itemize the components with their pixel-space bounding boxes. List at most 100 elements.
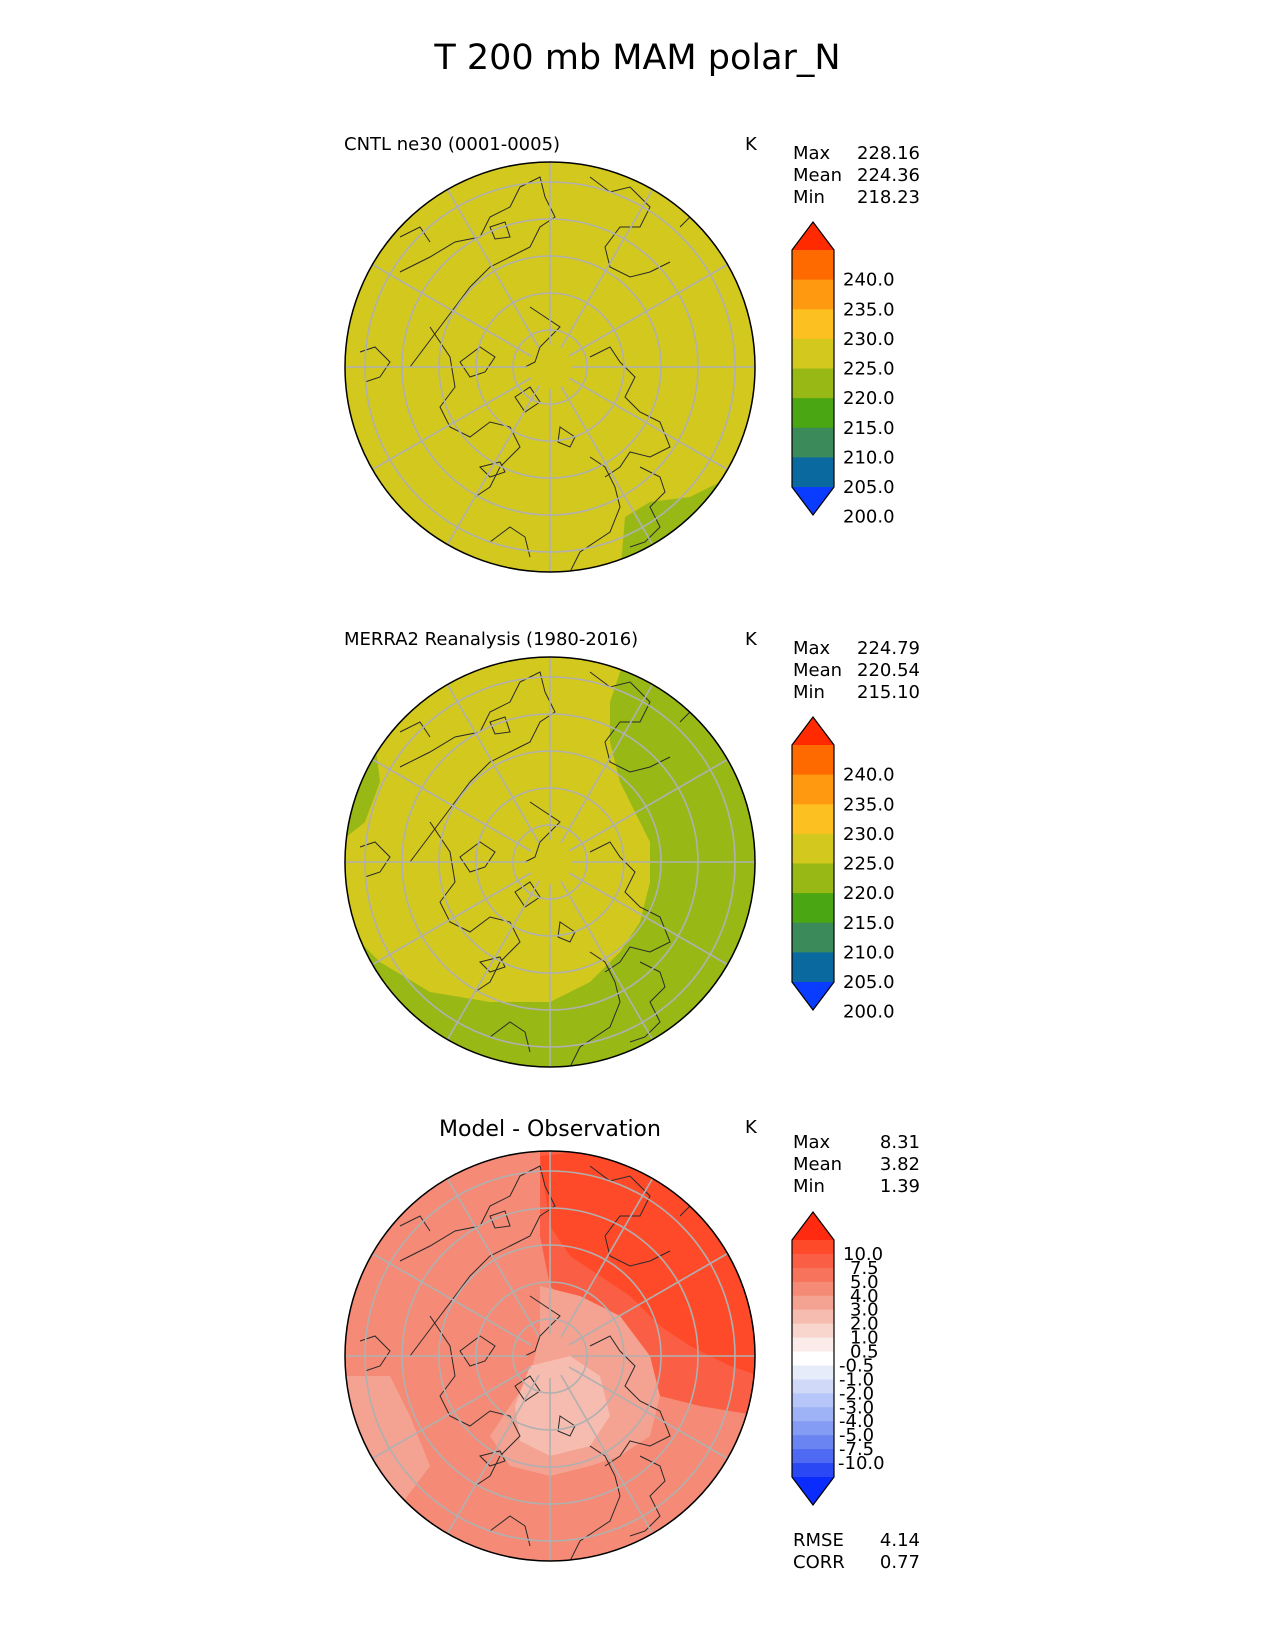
stat-label-min: Min [793, 682, 825, 703]
colorbar-segment [792, 1421, 834, 1436]
coastline [589, 176, 671, 278]
longitude-gridline [446, 1374, 540, 1534]
colorbar-tick-label: 4.0 [850, 1286, 879, 1307]
colorbar-tick-label: 10.0 [843, 1244, 883, 1265]
colorbar-segment [792, 1295, 834, 1311]
longitude-gridline [568, 263, 728, 357]
colorbar-segment [792, 1407, 834, 1422]
coastline [557, 1415, 576, 1437]
units-label: K [745, 629, 757, 650]
colorbar-segment [792, 863, 834, 894]
colorbar-segment [792, 1351, 834, 1366]
colorbar-segment [792, 398, 834, 429]
coastline [489, 1021, 531, 1053]
stat-value-corr: 0.77 [879, 1552, 920, 1573]
colorbar-tick-label: 2.0 [850, 1314, 879, 1335]
panel-title: CNTL ne30 (0001-0005) [344, 134, 561, 155]
stat-value-rmse: 4.14 [879, 1530, 920, 1551]
colorbar-tick-label: -3.0 [839, 1397, 874, 1418]
stat-label-min: Min [793, 1176, 825, 1197]
longitude-gridline [560, 189, 654, 349]
map-boundary [344, 656, 756, 1068]
colorbar-tick-label: 235.0 [843, 299, 895, 320]
colorbar-tick-label: 205.0 [843, 477, 895, 498]
colorbar-tick-label: 230.0 [843, 329, 895, 350]
colorbar: 240.0 235.0 230.0 225.0 220.0 215.0 210.0 205.0… [791, 716, 895, 1023]
colorbar-segment [792, 952, 834, 983]
polar-map-1 [344, 161, 756, 573]
colorbar-tick-label: 0.5 [850, 1342, 879, 1363]
longitude-gridline [446, 1178, 540, 1338]
colorbar-segment [792, 457, 834, 488]
colorbar-segment [792, 1267, 834, 1283]
map-boundary [344, 1150, 756, 1562]
coastline [489, 716, 511, 735]
colorbar-tick-label: 200.0 [843, 507, 895, 528]
stat-label-max: Max [793, 638, 831, 659]
longitude-gridline [446, 684, 540, 844]
colorbar-segment [792, 1240, 834, 1255]
colorbar-tick-label: 210.0 [843, 942, 895, 963]
colorbar-tick-label: -10.0 [838, 1453, 885, 1474]
colorbar-segment [792, 774, 834, 805]
colorbar-extend-min [792, 1477, 834, 1505]
longitude-gridline [372, 758, 532, 852]
colorbar-segment [792, 1379, 834, 1394]
figure-title: T 200 mb MAM polar_N [434, 38, 841, 78]
colorbar-tick-label: 215.0 [843, 913, 895, 934]
longitude-gridline [568, 758, 728, 852]
coastline [429, 1315, 521, 1487]
stat-value-max: 224.79 [857, 638, 920, 659]
coastline [629, 961, 666, 1043]
colorbar-tick-label: 220.0 [843, 883, 895, 904]
longitude-gridline [560, 684, 654, 844]
colorbar-tick-label: 240.0 [843, 765, 895, 786]
coastline [489, 1210, 511, 1229]
coastline [589, 671, 671, 773]
coastline [429, 326, 521, 498]
colorbar-segment [792, 1253, 834, 1269]
colorbar-extend-max [792, 1212, 834, 1240]
longitude-gridline [372, 1252, 532, 1346]
colorbar-tick-label: -4.0 [839, 1411, 874, 1432]
colorbar-segment [792, 427, 834, 458]
coastline [359, 346, 391, 383]
colorbar-segment [792, 1449, 834, 1464]
longitude-gridline [568, 872, 728, 966]
colorbar-tick-label: -0.5 [839, 1355, 874, 1376]
stat-value-max: 228.16 [857, 143, 920, 164]
coastlines [359, 1165, 691, 1561]
stat-label-mean: Mean [793, 1154, 843, 1175]
longitude-gridline [372, 263, 532, 357]
coastline [589, 1165, 671, 1267]
colorbar-segment [792, 250, 834, 281]
colorbar-tick-label: 7.5 [850, 1258, 879, 1279]
coastline [569, 951, 621, 1067]
colorbar: 240.0 235.0 230.0 225.0 220.0 215.0 210.0 205.0… [791, 221, 895, 528]
colorbar-extend-max [792, 717, 834, 745]
coastline [557, 921, 576, 943]
stat-label-rmse: RMSE [793, 1530, 844, 1551]
colorbar-tick-label: 5.0 [850, 1272, 879, 1293]
longitude-gridline [446, 880, 540, 1040]
colorbar-segment [792, 338, 834, 369]
map-boundary [344, 161, 756, 573]
stat-value-min: 215.10 [857, 682, 920, 703]
longitude-gridline [560, 1178, 654, 1338]
longitude-gridline [446, 189, 540, 349]
stat-label-mean: Mean [793, 165, 843, 186]
longitude-gridline [372, 1366, 532, 1460]
stat-label-min: Min [793, 187, 825, 208]
colorbar: 10.07.55.04.03.02.01.00.5-0.5-1.0-2.0-3.… [791, 1211, 885, 1506]
longitude-gridline [372, 377, 532, 471]
colorbar-tick-label: -7.5 [839, 1439, 874, 1460]
colorbar-tick-label: -2.0 [839, 1383, 874, 1404]
map-field [345, 657, 755, 1067]
colorbar-tick-label: 200.0 [843, 1002, 895, 1023]
colorbar-extend-min [792, 982, 834, 1010]
colorbar-segment [792, 745, 834, 776]
colorbar-segment [792, 368, 834, 399]
coastline [589, 1335, 671, 1467]
colorbar-segment [792, 1393, 834, 1408]
